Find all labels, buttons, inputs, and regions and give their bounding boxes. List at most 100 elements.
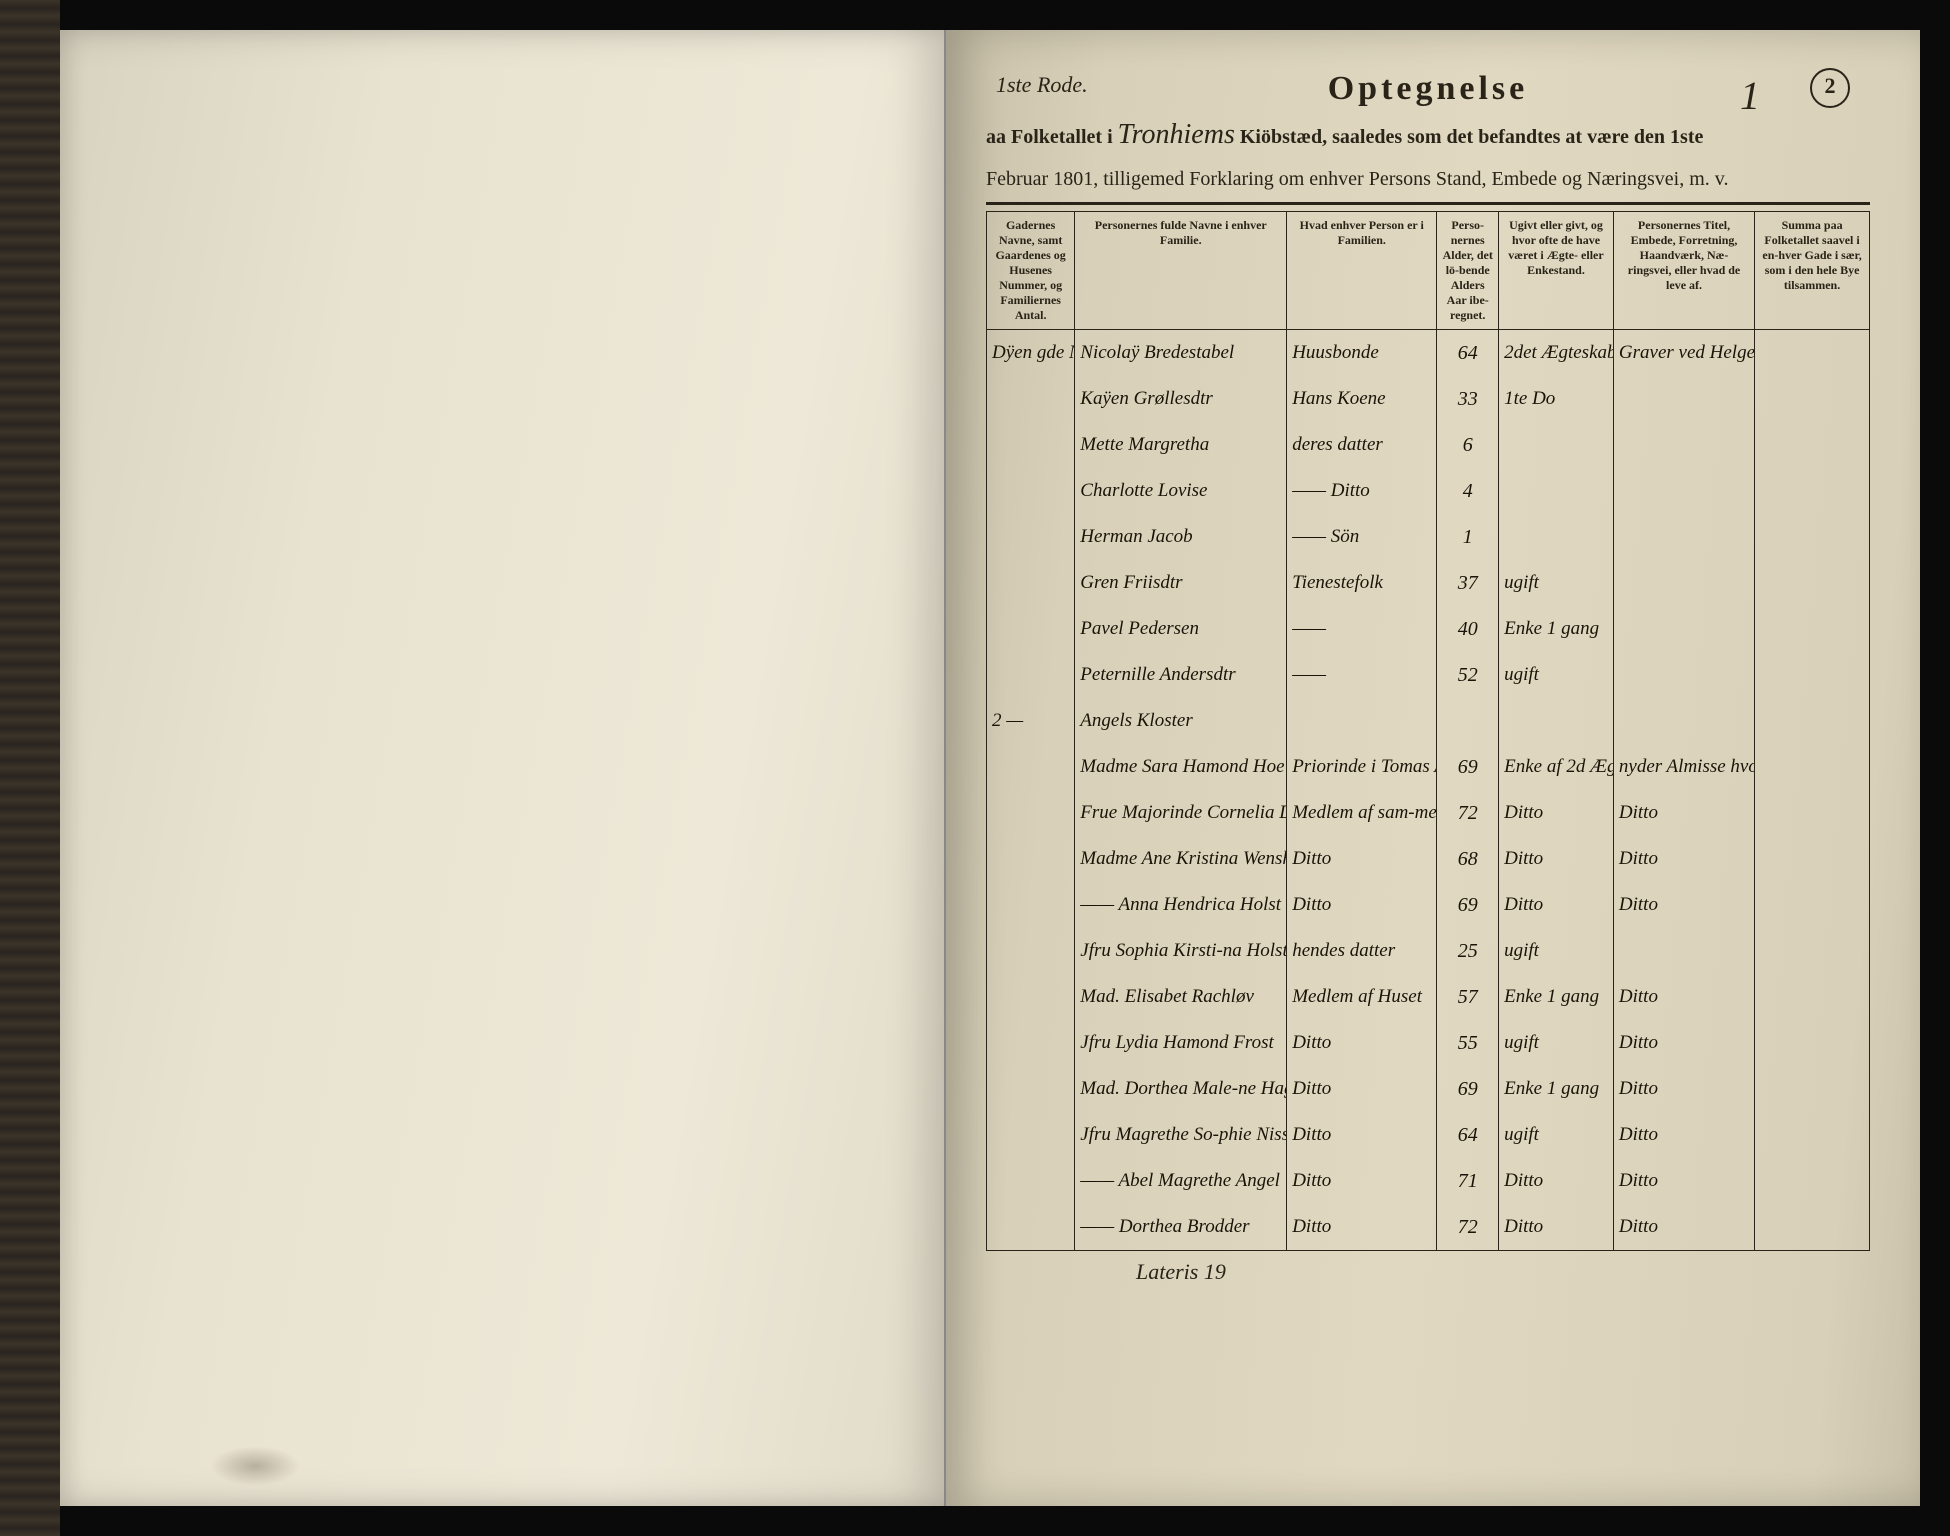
census-body: Dÿen gde No1Nicolaÿ BredestabelHuusbonde… (987, 330, 1870, 1251)
table-row: —— Anna Hendrica HolstDitto69DittoDitto (987, 882, 1870, 928)
cell (987, 606, 1075, 652)
cell: Ditto (1287, 1112, 1437, 1158)
cell (987, 790, 1075, 836)
cell (1613, 560, 1754, 606)
cell: Mad. Dorthea Male-ne Hagen (1075, 1066, 1287, 1112)
cell: Ditto (1613, 1066, 1754, 1112)
cell: Mette Margretha (1075, 422, 1287, 468)
cell (1613, 376, 1754, 422)
cell: 2 — (987, 698, 1075, 744)
cell: ugift (1499, 1112, 1614, 1158)
cell (1613, 928, 1754, 974)
cell (1613, 652, 1754, 698)
census-table: Gadernes Navne, samt Gaardenes og Husene… (986, 211, 1870, 1251)
table-row: Peternille Andersdtr——52ugift (987, 652, 1870, 698)
cell (1287, 698, 1437, 744)
cell: 55 (1437, 1020, 1499, 1066)
table-row: Charlotte Lovise—— Ditto4 (987, 468, 1870, 514)
subtitle-line-2: Februar 1801, tilligemed Forklaring om e… (986, 164, 1870, 194)
cell: Ditto (1499, 790, 1614, 836)
cell (1499, 514, 1614, 560)
cell (987, 376, 1075, 422)
cell: 68 (1437, 836, 1499, 882)
cell: 72 (1437, 1204, 1499, 1251)
cell: Huusbonde (1287, 330, 1437, 377)
cell (987, 652, 1075, 698)
col-header-marital: Ugivt eller givt, og hvor ofte de have v… (1499, 212, 1614, 330)
table-row: Jfru Sophia Kirsti-na Holsthendes datter… (987, 928, 1870, 974)
cell: 69 (1437, 1066, 1499, 1112)
cell-sum (1755, 928, 1870, 974)
sub1a: aa Folketallet i (986, 126, 1113, 148)
table-row: Dÿen gde No1Nicolaÿ BredestabelHuusbonde… (987, 330, 1870, 377)
cell: Enke 1 gang (1499, 606, 1614, 652)
cell: 1te Do (1499, 376, 1614, 422)
cell: 69 (1437, 744, 1499, 790)
cell: deres datter (1287, 422, 1437, 468)
table-row: Herman Jacob—— Sön1 (987, 514, 1870, 560)
cell (987, 560, 1075, 606)
cell: Herman Jacob (1075, 514, 1287, 560)
cell: —— Ditto (1287, 468, 1437, 514)
page-number-script: 1 (1740, 72, 1760, 119)
cell: 2det Ægteskab (1499, 330, 1614, 377)
table-row: —— Abel Magrethe AngelDitto71DittoDitto (987, 1158, 1870, 1204)
cell (1613, 514, 1754, 560)
cell: Ditto (1499, 882, 1614, 928)
cell (987, 1020, 1075, 1066)
cell-sum (1755, 422, 1870, 468)
rode-note: 1ste Rode. (996, 72, 1088, 98)
cell: 4 (1437, 468, 1499, 514)
cell (987, 514, 1075, 560)
col-header-role: Hvad enhver Person er i Familien. (1287, 212, 1437, 330)
cell: Pavel Pedersen (1075, 606, 1287, 652)
cell: Ditto (1287, 1020, 1437, 1066)
cell: Ditto (1287, 1204, 1437, 1251)
cell: Angels Kloster (1075, 698, 1287, 744)
cell-sum (1755, 330, 1870, 377)
cell: Ditto (1499, 836, 1614, 882)
cell: Peternille Andersdtr (1075, 652, 1287, 698)
cell-sum (1755, 1112, 1870, 1158)
cell: —— (1287, 606, 1437, 652)
subtitle-line-1: aa Folketallet i Tronhiems Kiöbstæd, saa… (986, 114, 1870, 156)
cell: Jfru Lydia Hamond Frost (1075, 1020, 1287, 1066)
cell-sum (1755, 376, 1870, 422)
col-header-occupation: Personernes Titel, Embede, Forretning, H… (1613, 212, 1754, 330)
cell: Madme Ane Kristina Wensheim (1075, 836, 1287, 882)
table-row: —— Dorthea BrodderDitto72DittoDitto (987, 1204, 1870, 1251)
cell: ugift (1499, 1020, 1614, 1066)
cell-sum (1755, 698, 1870, 744)
cell: Ditto (1287, 882, 1437, 928)
place-name: Tronhiems (1118, 119, 1235, 150)
table-row: Jfru Magrethe So-phie NissorgDitto64ugif… (987, 1112, 1870, 1158)
table-row: Gren FriisdtrTienestefolk37ugift (987, 560, 1870, 606)
cell-sum (1755, 514, 1870, 560)
cell (1613, 698, 1754, 744)
cell: Ditto (1287, 1158, 1437, 1204)
cell: Priorinde i Tomas Angels Huus (1287, 744, 1437, 790)
sub1b: Kiöbstæd, saaledes som det befandtes at … (1240, 126, 1704, 148)
recto-page: 2 1ste Rode. 1 Optegnelse aa Folketallet… (946, 30, 1920, 1506)
col-header-sum: Summa paa Folketallet saavel i en-hver G… (1755, 212, 1870, 330)
cell: Ditto (1613, 790, 1754, 836)
cell (987, 1204, 1075, 1251)
lateris-total: Lateris 19 (986, 1259, 1870, 1285)
cell-sum (1755, 744, 1870, 790)
cell: Ditto (1499, 1204, 1614, 1251)
cell: Ditto (1613, 882, 1754, 928)
cell (1499, 468, 1614, 514)
cell: Charlotte Lovise (1075, 468, 1287, 514)
cell: 1 (1437, 514, 1499, 560)
cell: Ditto (1613, 1020, 1754, 1066)
cell: 64 (1437, 1112, 1499, 1158)
cell: —— Anna Hendrica Holst (1075, 882, 1287, 928)
cell: 69 (1437, 882, 1499, 928)
cell (987, 422, 1075, 468)
table-row: Jfru Lydia Hamond FrostDitto55ugiftDitto (987, 1020, 1870, 1066)
cell (1499, 422, 1614, 468)
cell: 33 (1437, 376, 1499, 422)
table-row: Mad. Dorthea Male-ne HagenDitto69Enke 1 … (987, 1066, 1870, 1112)
cell: Enke af 2d Ægteskab (1499, 744, 1614, 790)
cell (987, 974, 1075, 1020)
